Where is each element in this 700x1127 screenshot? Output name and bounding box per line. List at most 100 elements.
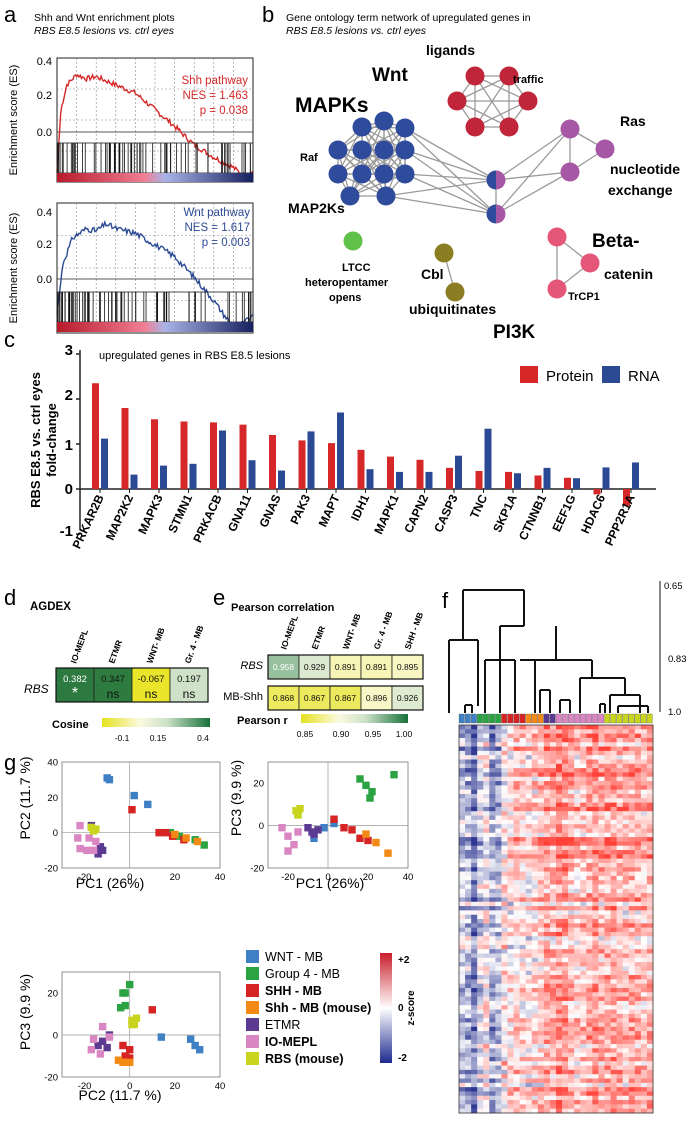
heatmap-cell <box>562 781 569 786</box>
heatmap-cell <box>634 992 642 997</box>
heatmap-cell <box>501 845 508 851</box>
heatmap-cell <box>483 1061 490 1066</box>
heatmap-cell <box>471 949 478 954</box>
heatmap-cell <box>495 880 502 885</box>
pca-point-shh-mb-mouse- <box>126 1058 134 1066</box>
heatmap-cell <box>519 931 526 937</box>
heatmap-cell <box>640 1026 648 1032</box>
heatmap-cell <box>537 798 545 803</box>
heatmap-cell <box>537 1091 545 1097</box>
heatmap-cell <box>519 824 526 829</box>
heatmap-cell <box>471 781 478 786</box>
heatmap-cell <box>646 983 654 989</box>
heatmap-cell <box>592 923 599 928</box>
heatmap-cell <box>537 893 545 898</box>
heatmap-cell <box>646 936 654 941</box>
go-label-opens: opens <box>329 292 361 304</box>
legend-label-0: WNT - MB <box>265 950 323 964</box>
heatmap-cell <box>489 906 496 911</box>
heatmap-cell <box>562 919 569 924</box>
heatmap-cell <box>459 940 466 946</box>
heatmap-cell <box>604 897 611 903</box>
heatmap-cell <box>459 733 466 739</box>
d-cell-sig-3: ns <box>183 687 196 701</box>
heatmap-cell <box>586 850 593 855</box>
heatmap-cell <box>489 1044 496 1049</box>
heatmap-cell <box>646 1052 654 1058</box>
heatmap-cell <box>568 755 575 760</box>
heatmap-cell <box>501 737 508 743</box>
heatmap-cell <box>459 949 466 954</box>
heatmap-cell <box>610 729 617 734</box>
heatmap-cell <box>501 1087 508 1092</box>
heatmap-cell <box>543 828 551 834</box>
heatmap-cell <box>586 1091 593 1097</box>
heatmap-cell <box>598 1031 605 1036</box>
heatmap-cell <box>640 759 648 765</box>
heatmap-cell <box>513 750 520 756</box>
heatmap-cell <box>586 772 593 778</box>
heatmap-cell <box>640 888 648 894</box>
heatmap-cell <box>646 828 654 834</box>
heatmap-cell <box>459 1056 466 1062</box>
heatmap-cell <box>477 871 484 877</box>
heatmap-cell <box>495 992 502 997</box>
heatmap-cell <box>525 919 533 924</box>
heatmap-cell <box>640 1104 648 1109</box>
heatmap-cell <box>471 888 478 894</box>
heatmap-cell <box>483 819 490 825</box>
heatmap-cell <box>477 1018 484 1023</box>
heatmap-cell <box>459 880 466 885</box>
heatmap-cell <box>604 824 611 829</box>
heatmap-cell <box>525 772 533 778</box>
heatmap-cell <box>640 962 648 967</box>
heatmap-cell <box>519 1065 526 1071</box>
gene-label-gna11: GNA11 <box>225 492 254 534</box>
heatmap-cell <box>604 957 611 963</box>
heatmap-cell <box>640 858 648 864</box>
heatmap-cell <box>465 970 472 976</box>
heatmap-cell <box>459 1000 466 1006</box>
heatmap-cell <box>483 862 490 868</box>
heatmap-cell <box>580 725 587 730</box>
heatmap-cell <box>549 858 557 864</box>
heatmap-cell <box>610 768 617 773</box>
heatmap-cell <box>465 1000 472 1006</box>
heatmap-cell <box>543 1074 551 1079</box>
heatmap-cell <box>622 1031 630 1036</box>
heatmap-cell <box>459 996 466 1002</box>
heatmap-cell <box>501 815 508 821</box>
heatmap-cell <box>556 880 563 885</box>
heatmap-cell <box>483 1108 490 1114</box>
heatmap-cell <box>483 914 490 920</box>
pca-point-io-mepl <box>290 840 298 849</box>
heatmap-cell <box>640 975 648 980</box>
heatmap-cell <box>549 845 557 851</box>
heatmap-cell <box>543 1108 551 1114</box>
heatmap-cell <box>543 1048 551 1053</box>
heatmap-cell <box>622 1078 630 1084</box>
heatmap-cell <box>507 931 514 937</box>
heatmap-cell <box>465 867 472 872</box>
heatmap-cell <box>519 1082 526 1088</box>
heatmap-cell <box>634 1048 642 1053</box>
heatmap-cell <box>465 733 472 739</box>
heatmap-cell <box>580 1018 587 1023</box>
heatmap-cell <box>549 983 557 989</box>
heatmap-cell <box>634 772 642 778</box>
heatmap-cell <box>507 845 514 851</box>
heatmap-cell <box>562 1009 569 1015</box>
heatmap-cell <box>592 1069 599 1075</box>
heatmap-cell <box>610 776 617 782</box>
heatmap-cell <box>580 793 587 799</box>
heatmap-cell <box>501 1108 508 1114</box>
ras-hub-edge <box>495 171 571 181</box>
heatmap-cell <box>598 919 605 924</box>
heatmap-cell <box>531 737 539 743</box>
heatmap-cell <box>459 815 466 821</box>
heatmap-cell <box>483 1100 490 1105</box>
heatmap-cell <box>465 910 472 915</box>
heatmap-cell <box>537 1074 545 1079</box>
heatmap-cell <box>586 979 593 984</box>
pca-ytick: -20 <box>44 864 58 875</box>
